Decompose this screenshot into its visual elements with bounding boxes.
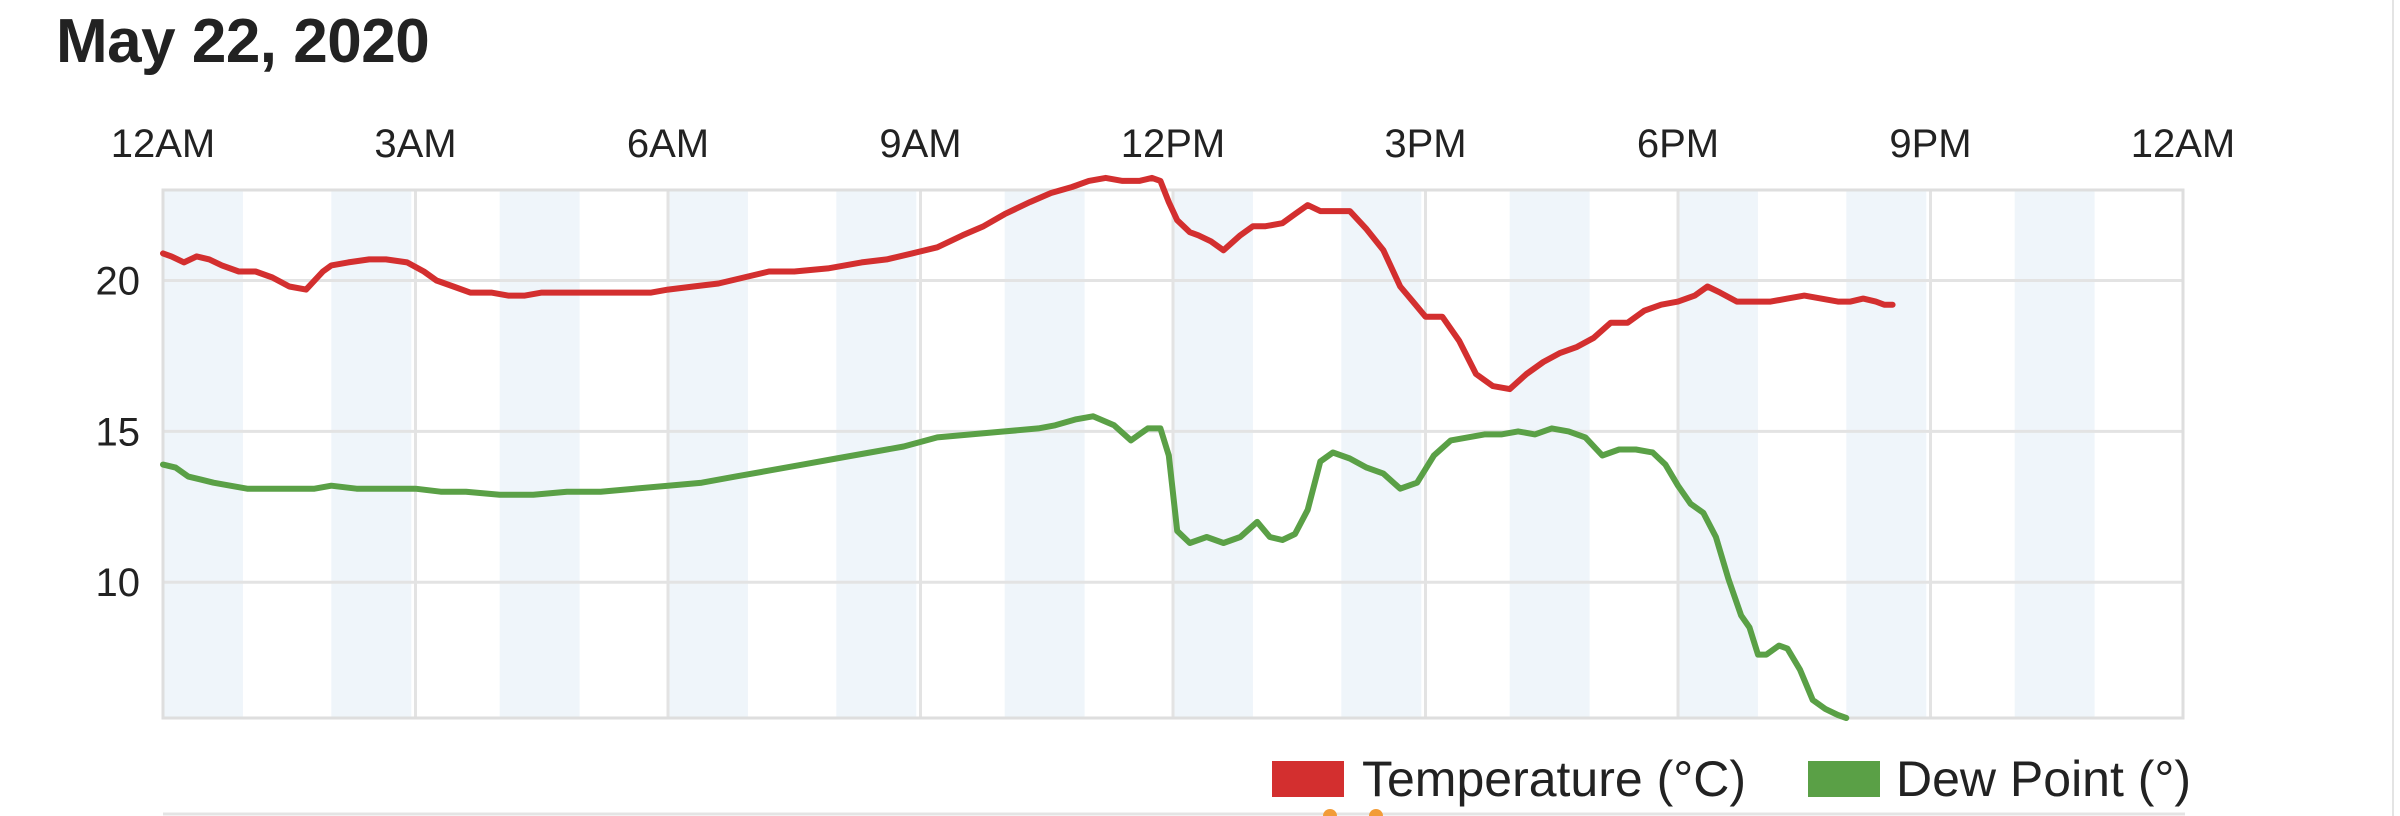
page-edge-divider (2392, 0, 2394, 816)
plot-frame (161, 188, 2185, 720)
x-axis-ticks: 12AM 3AM 6AM 9AM 12PM 3PM 6PM 9PM 12AM (111, 122, 2236, 166)
hour-band (1341, 190, 1422, 718)
x-tick-label: 3PM (1384, 122, 1466, 166)
hour-band (499, 190, 580, 718)
x-tick-label: 12AM (2131, 122, 2236, 166)
x-tick-label: 12AM (111, 122, 216, 166)
hour-band (331, 190, 412, 718)
y-tick-label: 15 (96, 410, 141, 454)
legend-label-temperature: Temperature (°C) (1362, 751, 1746, 807)
x-tick-label: 6PM (1637, 122, 1719, 166)
alternating-hour-bands (163, 190, 2095, 718)
plot-area-border (161, 188, 2185, 720)
hour-band (1509, 190, 1590, 718)
legend-swatch-dewpoint (1808, 761, 1880, 797)
x-tick-label: 12PM (1121, 122, 1226, 166)
hour-band (668, 190, 748, 718)
x-tick-label: 3AM (374, 122, 456, 166)
legend-swatch-temperature (1272, 761, 1344, 797)
x-tick-label: 9AM (879, 122, 961, 166)
page-title: May 22, 2020 (56, 7, 430, 76)
chart-series (160, 174, 1896, 721)
hour-band (2014, 190, 2095, 718)
partial-marker-icon (1323, 809, 1383, 816)
x-tick-label: 6AM (627, 122, 709, 166)
hour-band (1173, 190, 1253, 718)
hour-band (1004, 190, 1085, 718)
y-axis-ticks: 10 15 20 (96, 260, 141, 606)
legend-label-dewpoint: Dew Point (°) (1896, 751, 2191, 807)
hour-band (163, 190, 243, 718)
x-tick-label: 9PM (1889, 122, 1971, 166)
y-tick-label: 20 (96, 260, 141, 304)
hour-band (1846, 190, 1927, 718)
chart-legend: Temperature (°C) Dew Point (°) (1272, 751, 2191, 807)
temperature-series-line (160, 174, 1896, 393)
dewpoint-series-line (160, 413, 1850, 721)
y-tick-label: 10 (96, 561, 141, 605)
hour-band (1678, 190, 1758, 718)
